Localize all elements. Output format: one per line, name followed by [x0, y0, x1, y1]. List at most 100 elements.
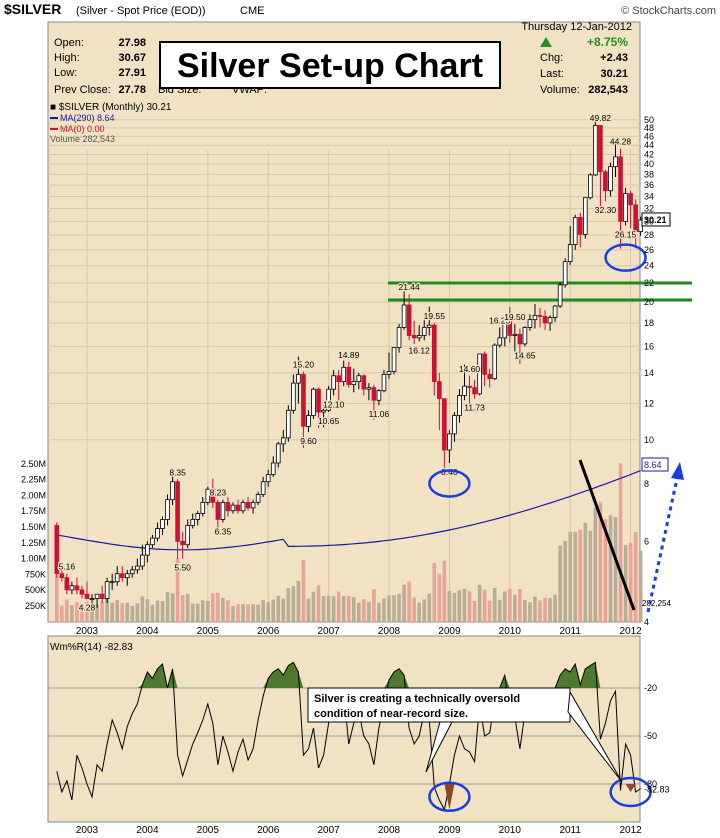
candle-body: [502, 317, 508, 339]
candle-body: [562, 261, 568, 286]
x-tick-label: 2006: [257, 626, 280, 637]
volume-bar: [135, 603, 140, 622]
oversold-circle: [609, 776, 652, 808]
x-tick-label: 2006: [257, 825, 280, 836]
volume-bar: [60, 605, 64, 622]
volume-bar: [608, 515, 613, 622]
volume-bar: [432, 562, 437, 622]
volume-bar: [326, 595, 331, 622]
candle-body: [165, 499, 170, 520]
price-label: 8.35: [169, 467, 186, 477]
price-label: 8.23: [210, 488, 227, 498]
volume-bar: [497, 599, 502, 622]
volume-bar: [372, 589, 376, 622]
price-label: 44.28: [610, 136, 632, 146]
candle-body: [170, 481, 175, 501]
y-tick-label: 36: [644, 180, 654, 190]
candle-body: [275, 443, 281, 464]
x-tick-label: 2007: [317, 626, 340, 637]
y-tick-label: 44: [644, 140, 654, 150]
volume-bar: [180, 594, 185, 622]
y-tick-label: 24: [644, 261, 654, 271]
y-tick-label: 40: [644, 159, 654, 169]
ma290-tag-text: 8.64: [644, 460, 662, 470]
candle-body: [537, 314, 543, 317]
x-tick-label: 2011: [559, 626, 581, 637]
price-label: 5.16: [59, 562, 76, 572]
candle-body: [447, 433, 452, 451]
candle-body: [618, 156, 623, 222]
volume-last-tag: 282,254: [642, 599, 671, 608]
volume-bar: [110, 602, 114, 622]
ma290-line: [56, 470, 641, 551]
volume-bar: [407, 581, 411, 622]
candle-body: [421, 327, 427, 336]
volume-bar: [422, 599, 427, 622]
prev-close-value: 27.78: [118, 84, 146, 96]
volume-bar: [301, 560, 306, 622]
volume-bar: [125, 602, 130, 622]
x-tick-label: 2008: [378, 825, 401, 836]
candle-body: [135, 565, 140, 571]
volume-bar: [452, 593, 457, 622]
volume-bar: [442, 560, 447, 622]
candle-body: [507, 317, 513, 336]
candle-body: [175, 481, 180, 542]
candle-body: [326, 388, 331, 411]
volume-bar: [387, 595, 391, 622]
change-pct: +8.75%: [587, 35, 628, 49]
highlight-circle: [428, 469, 471, 498]
volume-bar: [306, 598, 311, 622]
candle-body: [64, 577, 70, 591]
volume-bar: [85, 602, 89, 622]
candle-body: [84, 593, 90, 599]
candle-body: [341, 366, 346, 383]
y-tick-label: 4: [644, 617, 649, 627]
volume-bar: [382, 598, 386, 622]
volume-tick-label: 2.25M: [21, 475, 46, 485]
projection-arrow: [646, 473, 680, 613]
candle-body: [190, 519, 196, 526]
candle-body: [527, 319, 533, 328]
volume-bar: [145, 599, 150, 622]
price-label: 26.15: [615, 229, 637, 239]
candle-body: [185, 525, 190, 546]
x-tick-label: 2004: [136, 626, 159, 637]
willr-overbought-fill: [56, 662, 641, 688]
volume-bar: [55, 575, 59, 622]
volume-bar: [281, 598, 286, 622]
volume-bar: [185, 593, 190, 622]
exchange: CME: [240, 5, 264, 17]
y-tick-label: 42: [644, 149, 654, 159]
volume-bar: [467, 591, 472, 622]
candle-body: [346, 366, 352, 386]
volume-bar: [487, 600, 492, 622]
indicator-panel: [47, 635, 641, 823]
candle-body: [74, 585, 80, 591]
candle-body: [230, 504, 236, 512]
price-label: 15.20: [293, 359, 315, 369]
x-tick-label: 2009: [438, 825, 461, 836]
annotation-pointer-right: [567, 690, 623, 783]
candle-body: [396, 327, 402, 349]
volume-bar: [155, 600, 160, 622]
volume-bar: [477, 584, 482, 622]
volume-bar: [437, 573, 442, 622]
volume-bar: [392, 595, 396, 622]
candle-body: [472, 387, 477, 395]
price-label: 10.65: [318, 416, 340, 426]
volume-bar: [170, 593, 175, 622]
x-tick-label: 2004: [136, 825, 159, 836]
volume-bar: [351, 597, 356, 622]
volume-bar: [513, 594, 517, 622]
candle-body: [532, 314, 538, 321]
volume-bar: [251, 604, 255, 622]
candle-body: [140, 554, 145, 567]
arrow-head-icon: [671, 462, 684, 480]
candle-body: [517, 333, 523, 345]
volume-bar: [140, 596, 145, 622]
candle-body: [104, 581, 110, 599]
candle-body: [467, 385, 472, 389]
volume-bar: [568, 531, 572, 622]
x-tick-label: 2011: [559, 825, 581, 836]
